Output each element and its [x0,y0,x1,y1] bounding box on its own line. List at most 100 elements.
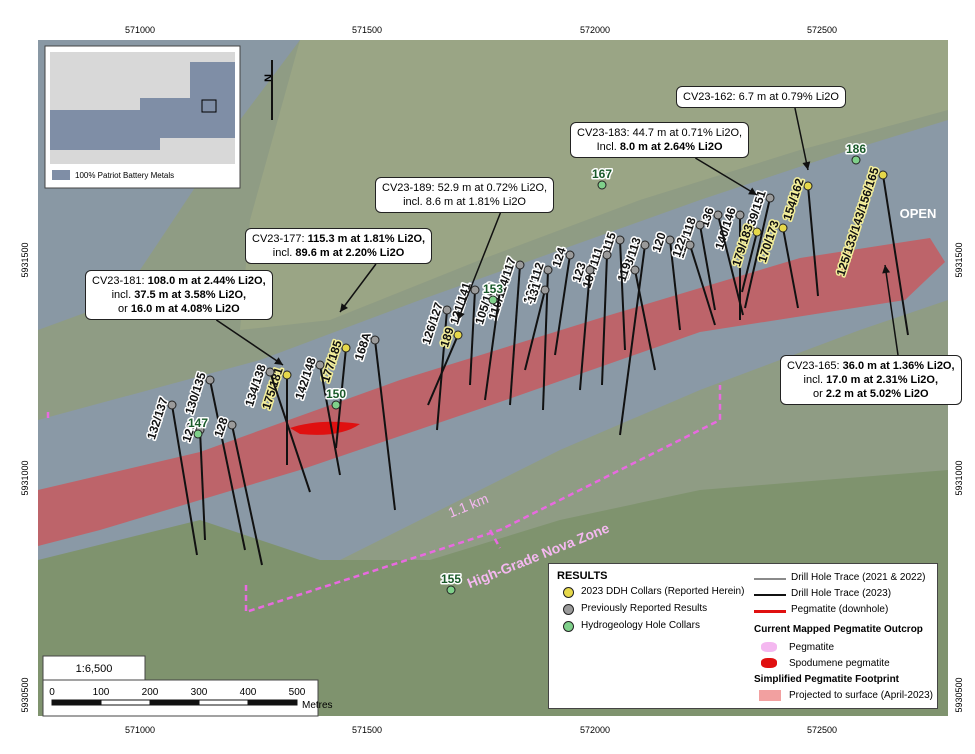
callout-line: CV23-183: 44.7 m at 0.71% Li2O, [577,126,742,140]
drill-trace [744,197,771,309]
collar [442,305,452,315]
legend-title: RESULTS [557,570,608,582]
scale-segment [100,699,151,706]
drill-trace [699,224,716,311]
callout-text: incl. [803,374,827,386]
callout: CV23-189: 52.9 m at 0.72% Li2O, incl. 8.6… [375,177,555,213]
hole-label: 167 [592,167,612,181]
pegmatite-footprint [38,238,945,546]
collar [515,260,525,270]
collar [370,335,380,345]
drill-trace [579,269,591,391]
scale-segment [149,699,200,706]
legend-label: Drill Hole Trace (2021 & 2022) [791,572,926,583]
drill-trace [469,289,476,386]
callout-arrow [694,157,758,196]
collar [227,420,237,430]
drill-trace [374,339,396,511]
scale-segment [247,699,298,706]
drill-trace [554,254,571,356]
legend-label: Projected to surface (April-2023) [789,690,933,701]
grid-label: 5931000 [20,460,30,495]
collar [803,181,813,191]
callout-line: incl. 17.0 m at 2.31% Li2O, [787,373,955,387]
grid-label: 572500 [807,725,837,735]
callout-arrowhead [882,265,891,274]
grid-label: 572000 [580,25,610,35]
hole-label: 147 [188,416,208,430]
scale-tick-label: 200 [142,687,159,698]
callout-text: incl. [111,289,135,301]
hole-label: 155 [441,572,461,586]
legend-swatch [761,658,777,668]
collar [851,155,861,165]
collar [878,170,888,180]
callout-text: incl. 8.6 m at 1.81% Li2O [403,196,526,208]
collar [752,227,762,237]
collar [446,585,456,595]
drill-trace [619,239,626,351]
callout-arrowhead [802,161,811,170]
callout-line: Incl. 8.0 m at 2.64% Li2O [577,140,742,154]
grid-label: 572000 [580,725,610,735]
collar [565,250,575,260]
legend-trace [754,610,786,613]
callout-bold: 115.3 m at 1.81% Li2O, [307,233,426,245]
callout-line: CV23-162: 6.7 m at 0.79% Li2O [683,90,839,104]
callout-arrowhead [274,357,283,365]
collar [765,193,775,203]
collar [205,375,215,385]
collar [540,285,550,295]
grid-label: 5930500 [20,677,30,712]
inset-map: 100% Patriot Battery Metals [44,45,241,189]
legend-label: Pegmatite (downhole) [791,604,889,615]
scale-unit: Metres [302,700,333,711]
callout-bold: 16.0 m at 4.08% Li2O [130,303,240,315]
callout-arrow [215,319,284,366]
collar [331,400,341,410]
callout-text: CV23-165: [787,360,843,372]
collar [488,295,498,305]
collar [453,330,463,340]
collar [585,265,595,275]
legend: RESULTS 2023 DDH Collars (Reported Herein… [548,563,938,709]
drill-trace [689,244,716,326]
hole-label: 153 [483,282,503,296]
collar [665,235,675,245]
callout: CV23-162: 6.7 m at 0.79% Li2O [676,86,846,108]
callout-bold: 89.6 m at 2.20% Li2O [295,247,405,259]
callout-line: or 2.2 m at 5.02% Li2O [787,387,955,401]
north-arrow: N [263,74,275,82]
collar [695,220,705,230]
drill-trace [171,404,198,556]
drill-trace [269,371,311,493]
drill-trace [669,239,681,331]
drill-trace [741,231,758,293]
drill-trace [231,424,263,566]
collar [315,360,325,370]
zone-bracket [46,385,722,614]
legend-collar [563,621,574,632]
grid-label: 571500 [352,725,382,735]
collar [735,210,745,220]
collar [167,400,177,410]
callout-text: incl. [272,247,296,259]
callout: CV23-181: 108.0 m at 2.44% Li2O, incl. 37… [85,270,273,320]
collar [685,240,695,250]
callout-text: CV23-183: 44.7 m at 0.71% Li2O, [577,127,743,139]
drill-trace [509,264,521,406]
legend-label: Drill Hole Trace (2023) [791,588,892,599]
drill-trace [882,174,909,336]
callout-arrowhead [748,187,757,195]
hole-label: 131 [524,280,544,304]
scale-tick-label: 500 [289,687,306,698]
grid-label: 571000 [125,725,155,735]
callout-text: or [117,303,131,315]
collar [602,250,612,260]
callout-text: CV23-189: 52.9 m at 0.72% Li2O, [382,182,548,194]
callout-text: CV23-162: 6.7 m at 0.79% Li2O [683,91,839,103]
collar [470,285,480,295]
legend-collar [563,604,574,615]
drill-trace [807,185,819,297]
